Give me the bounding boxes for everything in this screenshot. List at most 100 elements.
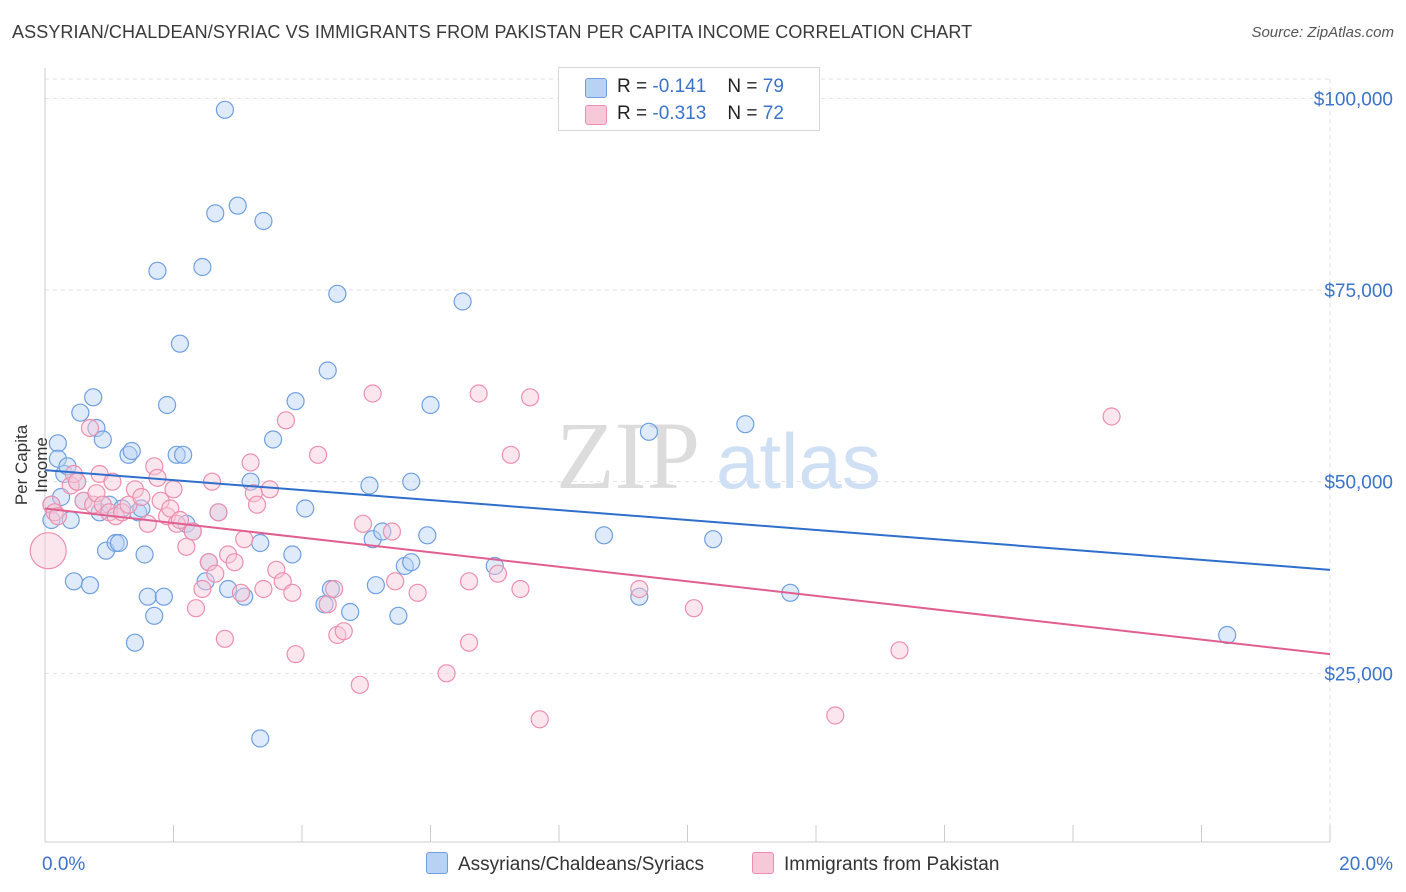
point-0-12	[80, 576, 100, 595]
trend-line-1	[44, 507, 1331, 656]
x-tick-label-min: 0.0%	[42, 854, 85, 875]
point-1-53	[318, 595, 337, 614]
point-1-39	[225, 553, 244, 572]
point-1-68	[511, 579, 530, 599]
point-0-3	[48, 449, 67, 468]
point-1-60	[382, 522, 402, 541]
point-0-14	[87, 418, 106, 438]
watermark-atlas: atlas	[716, 417, 881, 505]
point-1-67	[488, 564, 508, 583]
point-1-10	[87, 484, 106, 503]
trend-lines	[44, 469, 1331, 656]
point-1-71	[530, 710, 549, 729]
point-1-72	[630, 579, 649, 599]
point-0-30	[148, 261, 167, 280]
point-1-74	[826, 706, 845, 725]
point-0-34	[170, 334, 190, 353]
point-0-59	[341, 602, 360, 622]
point-1-8	[80, 418, 100, 438]
point-1-30	[183, 522, 202, 541]
point-1-62	[408, 583, 427, 602]
point-0-53	[286, 392, 305, 411]
y-tick-label-3: $100,000	[1314, 89, 1393, 110]
bottom-legend-label-1: Assyrians/Chaldeans/Syriacs	[458, 854, 705, 875]
point-1-23	[151, 491, 170, 510]
point-0-23	[122, 441, 141, 461]
series-pakistan-points	[29, 384, 1121, 729]
point-1-75	[890, 641, 909, 660]
point-0-33	[167, 445, 186, 464]
point-1-56	[334, 622, 353, 641]
bottom-legend-assyrians: Assyrians/Chaldeans/Syriacs	[426, 852, 704, 876]
point-1-73	[684, 599, 704, 618]
legend-n-value-1: 79	[762, 76, 784, 97]
point-1-66	[469, 384, 488, 403]
legend-r-label: R =	[617, 76, 648, 97]
point-0-75	[704, 530, 723, 549]
bottom-legend-pakistan: Immigrants from Pakistan	[752, 852, 999, 876]
point-1-41	[235, 530, 254, 549]
point-0-69	[421, 395, 440, 415]
point-1-70	[520, 388, 540, 407]
y-tick-label-0: $25,000	[1324, 664, 1393, 685]
legend-swatch-pink	[585, 105, 607, 125]
legend-n-label: N =	[727, 76, 758, 97]
point-1-40	[231, 583, 251, 602]
point-0-49	[251, 729, 270, 748]
point-1-50	[283, 583, 302, 602]
point-0-24	[125, 633, 145, 652]
bottom-legend-label-2: Immigrants from Pakistan	[784, 854, 1000, 875]
point-1-61	[386, 572, 405, 591]
point-1-69	[501, 445, 520, 464]
legend-swatch-blue	[585, 78, 607, 98]
point-1-14	[103, 472, 122, 491]
point-1-49	[276, 411, 296, 430]
watermark-zip: ZIP	[556, 402, 700, 509]
point-0-64	[389, 606, 408, 625]
point-0-35	[174, 445, 193, 464]
legend-r-label: R =	[617, 103, 648, 124]
point-1-42	[241, 453, 260, 472]
point-0-10	[71, 403, 90, 422]
point-0-38	[193, 257, 212, 277]
point-0-74	[639, 422, 659, 441]
point-0-13	[84, 388, 103, 407]
point-1-6	[68, 472, 87, 491]
point-1-3	[48, 507, 67, 526]
point-1-21	[145, 457, 164, 476]
point-1-52	[308, 445, 328, 464]
point-0-45	[228, 196, 247, 215]
point-1-44	[247, 495, 267, 514]
point-1-36	[209, 503, 228, 522]
point-1-19	[132, 487, 151, 507]
watermark: ZIP atlas	[556, 402, 881, 509]
axes	[44, 68, 1331, 843]
point-1-0	[29, 532, 67, 570]
point-1-63	[437, 664, 456, 683]
point-1-35	[206, 564, 225, 583]
point-1-58	[353, 514, 373, 533]
point-0-32	[157, 395, 177, 415]
point-1-59	[363, 384, 382, 403]
point-0-29	[145, 606, 164, 625]
point-0-56	[318, 361, 337, 380]
point-1-26	[164, 480, 183, 499]
point-0-8	[64, 572, 84, 591]
point-0-60	[360, 476, 379, 495]
point-0-31	[154, 587, 173, 606]
point-0-67	[402, 553, 421, 572]
point-0-62	[366, 576, 385, 595]
point-0-54	[296, 499, 315, 518]
point-0-73	[630, 587, 649, 606]
point-0-52	[283, 545, 302, 564]
stats-legend: R = -0.141 N = 79 R = -0.313 N = 72	[558, 67, 820, 131]
point-0-66	[402, 472, 421, 491]
point-0-50	[254, 211, 273, 231]
point-1-37	[215, 629, 234, 648]
point-0-16	[93, 430, 112, 449]
bottom-legend-swatch-blue	[426, 852, 448, 874]
point-0-2	[48, 434, 67, 453]
point-0-63	[373, 522, 392, 541]
point-1-57	[350, 675, 369, 694]
